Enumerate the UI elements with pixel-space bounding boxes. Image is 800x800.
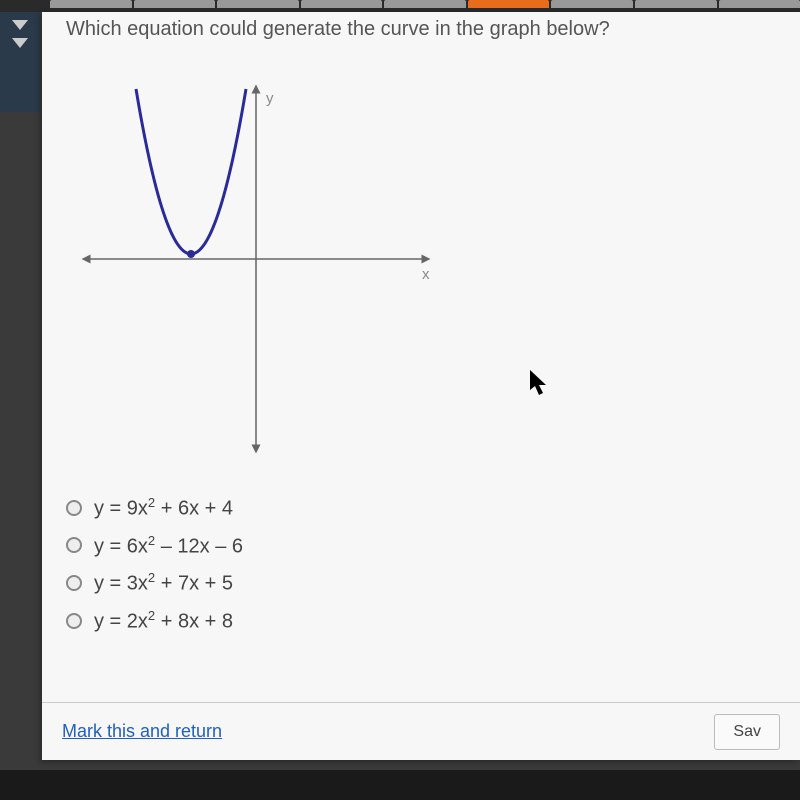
answer-option[interactable]: y = 9x2 + 6x + 4 bbox=[66, 489, 776, 527]
question-panel: Which equation could generate the curve … bbox=[42, 12, 800, 760]
radio-icon[interactable] bbox=[66, 537, 82, 553]
bottom-bar bbox=[0, 770, 800, 800]
mark-return-link[interactable]: Mark this and return bbox=[62, 721, 222, 742]
progress-tab[interactable] bbox=[217, 0, 299, 8]
answer-option[interactable]: y = 6x2 – 12x – 6 bbox=[66, 527, 776, 565]
radio-icon[interactable] bbox=[66, 575, 82, 591]
equation-text: y = 2x2 + 8x + 8 bbox=[94, 608, 233, 634]
progress-tab[interactable] bbox=[134, 0, 216, 8]
answer-option[interactable]: y = 2x2 + 8x + 8 bbox=[66, 602, 776, 640]
progress-tab[interactable] bbox=[551, 0, 633, 8]
equation-text: y = 3x2 + 7x + 5 bbox=[94, 570, 233, 596]
svg-text:y: y bbox=[266, 90, 274, 107]
svg-text:x: x bbox=[422, 266, 430, 283]
progress-tab[interactable] bbox=[468, 0, 550, 8]
equation-text: y = 6x2 – 12x – 6 bbox=[94, 533, 243, 559]
footer-bar: Mark this and return Sav bbox=[42, 702, 800, 760]
equation-text: y = 9x2 + 6x + 4 bbox=[94, 495, 233, 521]
radio-icon[interactable] bbox=[66, 613, 82, 629]
progress-tab[interactable] bbox=[384, 0, 466, 8]
sidebar bbox=[0, 12, 40, 112]
top-tabs bbox=[0, 0, 800, 12]
progress-tab[interactable] bbox=[719, 0, 800, 8]
question-text: Which equation could generate the curve … bbox=[66, 12, 776, 59]
answer-option[interactable]: y = 3x2 + 7x + 5 bbox=[66, 564, 776, 602]
progress-tab[interactable] bbox=[635, 0, 717, 8]
triangle-icon bbox=[12, 38, 28, 48]
progress-tab[interactable] bbox=[301, 0, 383, 8]
save-button[interactable]: Sav bbox=[714, 714, 780, 750]
progress-tab[interactable] bbox=[50, 0, 132, 8]
answer-options: y = 9x2 + 6x + 4 y = 6x2 – 12x – 6 y = 3x2… bbox=[66, 489, 776, 640]
graph: xy bbox=[66, 59, 446, 459]
graph-svg: xy bbox=[66, 59, 446, 459]
radio-icon[interactable] bbox=[66, 500, 82, 516]
triangle-icon bbox=[12, 20, 28, 30]
